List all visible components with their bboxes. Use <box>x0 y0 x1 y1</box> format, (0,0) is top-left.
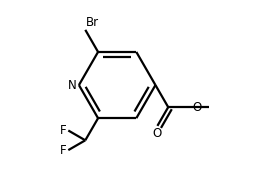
Text: F: F <box>60 144 67 157</box>
Text: Br: Br <box>86 16 99 29</box>
Text: O: O <box>193 101 202 114</box>
Text: O: O <box>153 127 162 140</box>
Text: F: F <box>60 124 67 137</box>
Text: N: N <box>68 78 77 91</box>
